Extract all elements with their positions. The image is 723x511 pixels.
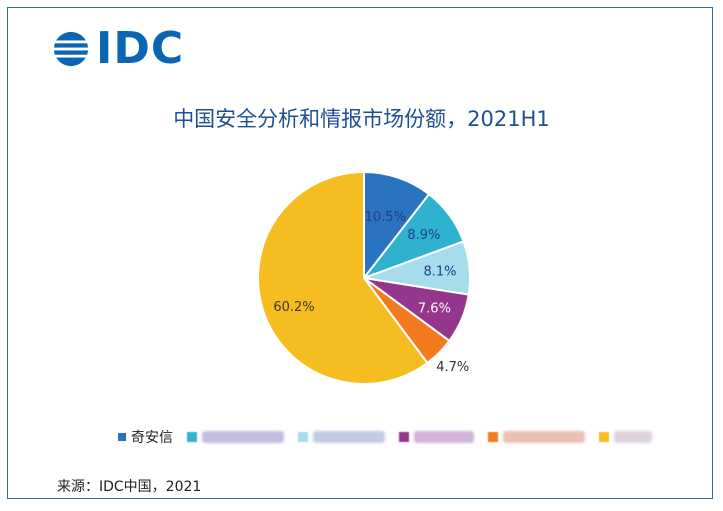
legend-swatch: [399, 432, 409, 442]
pie-data-label: 10.5%: [365, 210, 406, 225]
legend-label-redacted: [414, 431, 474, 443]
legend-item-redacted: [187, 431, 284, 443]
logo-text: IDC: [96, 23, 185, 74]
legend-swatch: [488, 432, 498, 442]
legend-label-redacted: [503, 431, 585, 443]
pie-slice: [257, 170, 429, 385]
pie-data-label: 7.6%: [418, 301, 451, 316]
legend-blurred-items: [187, 431, 666, 443]
legend-swatch: [298, 432, 308, 442]
pie-slice: [363, 170, 431, 281]
source-note: 来源：IDC中国，2021: [57, 479, 202, 495]
legend-item-redacted: [599, 431, 652, 443]
legend-label-redacted: [614, 431, 652, 443]
chart-title: 中国安全分析和情报市场份额，2021H1: [173, 107, 550, 131]
legend-item-redacted: [298, 431, 385, 443]
legend-item: 奇安信: [118, 427, 173, 447]
legend-item-redacted: [399, 431, 474, 443]
legend-label: 奇安信: [131, 430, 173, 446]
legend: 奇安信: [118, 426, 666, 448]
legend-label-redacted: [202, 431, 284, 443]
pie-data-label: 8.1%: [423, 265, 456, 280]
pie-data-label: 4.7%: [436, 360, 469, 375]
legend-item-redacted: [488, 431, 585, 443]
pie-data-label: 60.2%: [273, 300, 314, 315]
globe-icon: [52, 31, 90, 67]
pie-data-label: 8.9%: [407, 228, 440, 243]
legend-swatch: [599, 432, 609, 442]
legend-swatch: [187, 432, 197, 442]
idc-logo: IDC: [52, 26, 184, 72]
legend-swatch: [118, 433, 126, 441]
pie-chart: 10.5%8.9% 8.1% 7.6% 4.7% 60.2%: [257, 170, 471, 385]
legend-label-redacted: [313, 431, 385, 443]
